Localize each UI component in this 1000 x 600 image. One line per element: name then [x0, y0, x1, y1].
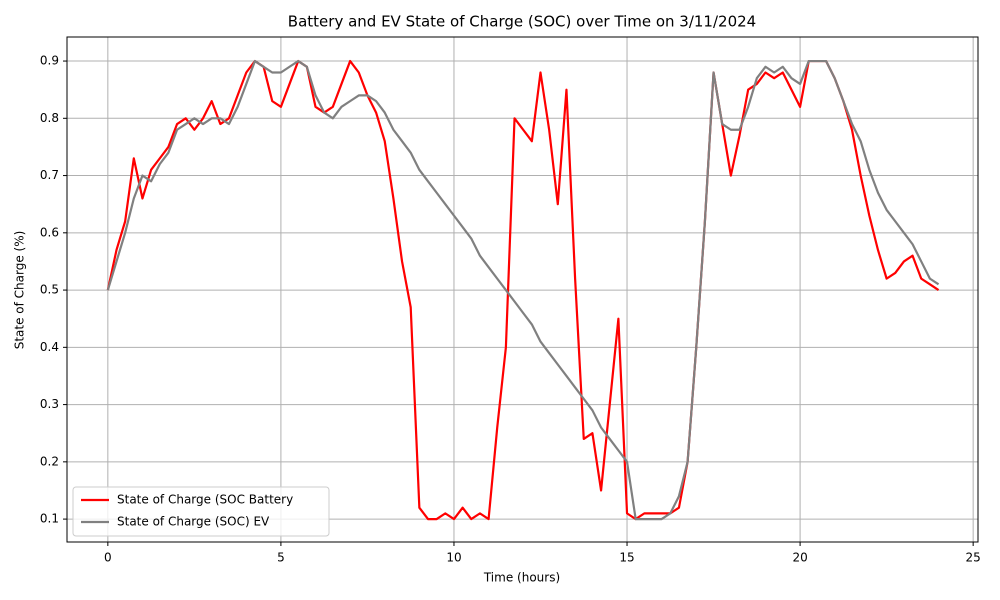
y-tick-label: 0.9: [40, 54, 59, 68]
series-line: [106, 59, 940, 521]
y-tick-label: 0.1: [40, 512, 59, 526]
x-tick-label: 20: [792, 551, 807, 565]
y-tick-label: 0.8: [40, 111, 59, 125]
legend-box: [72, 486, 330, 537]
chart-title: Battery and EV State of Charge (SOC) ove…: [288, 13, 756, 31]
y-tick-label: 0.2: [40, 454, 59, 468]
x-tick-label: 15: [619, 551, 634, 565]
y-axis-label: State of Charge (%): [13, 231, 27, 350]
x-tick-label: 10: [446, 551, 461, 565]
x-tick-label: 5: [277, 551, 285, 565]
y-tick-label: 0.3: [40, 397, 59, 411]
x-tick-label: 25: [966, 551, 981, 565]
series-line: [106, 59, 940, 521]
legend-label: State of Charge (SOC Battery: [117, 493, 293, 507]
legend-label: State of Charge (SOC) EV: [117, 515, 270, 529]
x-tick-label: 0: [104, 551, 112, 565]
y-tick-label: 0.6: [40, 225, 59, 239]
x-axis-label: Time (hours): [483, 571, 560, 585]
y-tick-label: 0.4: [40, 340, 59, 354]
y-tick-label: 0.5: [40, 283, 59, 297]
plot-frame: [66, 36, 979, 543]
y-tick-label: 0.7: [40, 168, 59, 182]
